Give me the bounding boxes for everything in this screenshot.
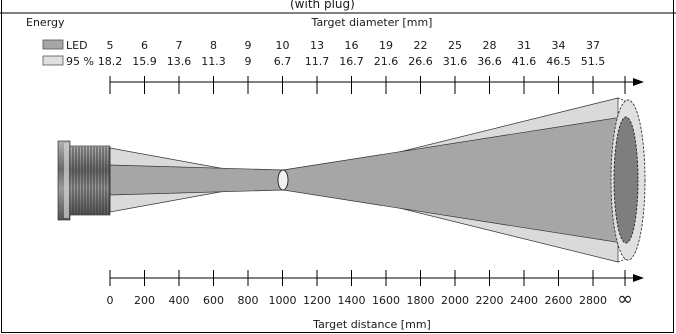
sensor-flange-highlight [64, 143, 69, 218]
led-diameter-value: 13 [310, 39, 324, 52]
bottom-axis [110, 274, 644, 282]
led-cone-far [282, 116, 623, 244]
distance-value: 600 [203, 294, 224, 307]
distance-value: 0 [107, 294, 114, 307]
ninety-five-diameter-value: 36.6 [477, 55, 502, 68]
distance-values: 0 200 400 600 800 1000 1200 1400 1600 1800 2000 220… [107, 294, 608, 307]
ninety-five-diameter-value: 21.6 [374, 55, 399, 68]
led-diameter-value: 10 [276, 39, 290, 52]
distance-value: 400 [169, 294, 190, 307]
led-diameter-values: 5 6 7 8 9 10 13 16 19 22 25 28 31 34 37 [107, 39, 601, 52]
legend-led-swatch [42, 39, 64, 50]
distance-value: 1200 [303, 294, 331, 307]
distance-value: 1600 [372, 294, 400, 307]
legend-led-label: LED [66, 39, 88, 52]
ninety-five-diameter-value: 11.7 [305, 55, 330, 68]
sensor-threads [72, 147, 110, 214]
led-cone-near [109, 164, 284, 196]
top-axis-arrow [633, 78, 644, 86]
energy-label: Energy [26, 16, 65, 29]
distance-value: 800 [238, 294, 259, 307]
led-diameter-value: 8 [210, 39, 217, 52]
distance-value: 200 [134, 294, 155, 307]
top-axis [110, 78, 644, 86]
legend-95-label: 95 % [66, 55, 94, 68]
focal-point-spot [277, 169, 289, 191]
ninety-five-diameter-value: 18.2 [98, 55, 123, 68]
legend-95-swatch [42, 55, 64, 66]
distance-value: 2600 [545, 294, 573, 307]
distance-value: 2200 [476, 294, 504, 307]
ninety-five-diameter-value: 46.5 [546, 55, 571, 68]
distance-value: 1400 [338, 294, 366, 307]
ninety-five-diameter-value: 16.7 [339, 55, 364, 68]
bottom-axis-ticks [109, 270, 626, 286]
ninety-five-diameter-value: 26.6 [408, 55, 433, 68]
ninety-five-diameter-value: 11.3 [201, 55, 226, 68]
ninety-five-diameter-value: 13.6 [167, 55, 192, 68]
led-diameter-value: 9 [245, 39, 252, 52]
sensor-body [57, 140, 111, 221]
ninety-five-diameter-value: 51.5 [581, 55, 606, 68]
led-diameter-value: 31 [517, 39, 531, 52]
distance-value: 2400 [510, 294, 538, 307]
ninety-five-diameter-value: 41.6 [512, 55, 537, 68]
led-far-ellipse [613, 116, 639, 244]
infinity-label: ∞ [617, 288, 633, 310]
ninety-five-diameter-values: 18.2 15.9 13.6 11.3 9 6.7 11.7 16.7 21.6 26.6 31.6… [98, 55, 606, 68]
target-distance-label: Target distance [mm] [312, 318, 431, 331]
led-diameter-value: 34 [552, 39, 566, 52]
ninety-five-diameter-value: 15.9 [132, 55, 157, 68]
target-diameter-label: Target diameter [mm] [311, 16, 433, 29]
led-diameter-value: 6 [141, 39, 148, 52]
bottom-axis-arrow [633, 274, 644, 282]
ninety-five-diameter-value: 6.7 [274, 55, 292, 68]
led-diameter-value: 5 [107, 39, 114, 52]
header-title-fragment: (with plug) [290, 0, 355, 11]
ninety-five-diameter-value: 31.6 [443, 55, 468, 68]
distance-value: 1800 [407, 294, 435, 307]
led-diameter-value: 16 [345, 39, 359, 52]
distance-value: 2800 [579, 294, 607, 307]
led-diameter-value: 22 [414, 39, 428, 52]
led-diameter-value: 19 [379, 39, 393, 52]
led-diameter-value: 28 [483, 39, 497, 52]
led-diameter-value: 7 [176, 39, 183, 52]
led-diameter-value: 37 [586, 39, 600, 52]
distance-value: 1000 [269, 294, 297, 307]
top-axis-ticks [109, 76, 626, 94]
distance-value: 2000 [441, 294, 469, 307]
ninety-five-diameter-value: 9 [245, 55, 252, 68]
led-diameter-value: 25 [448, 39, 462, 52]
